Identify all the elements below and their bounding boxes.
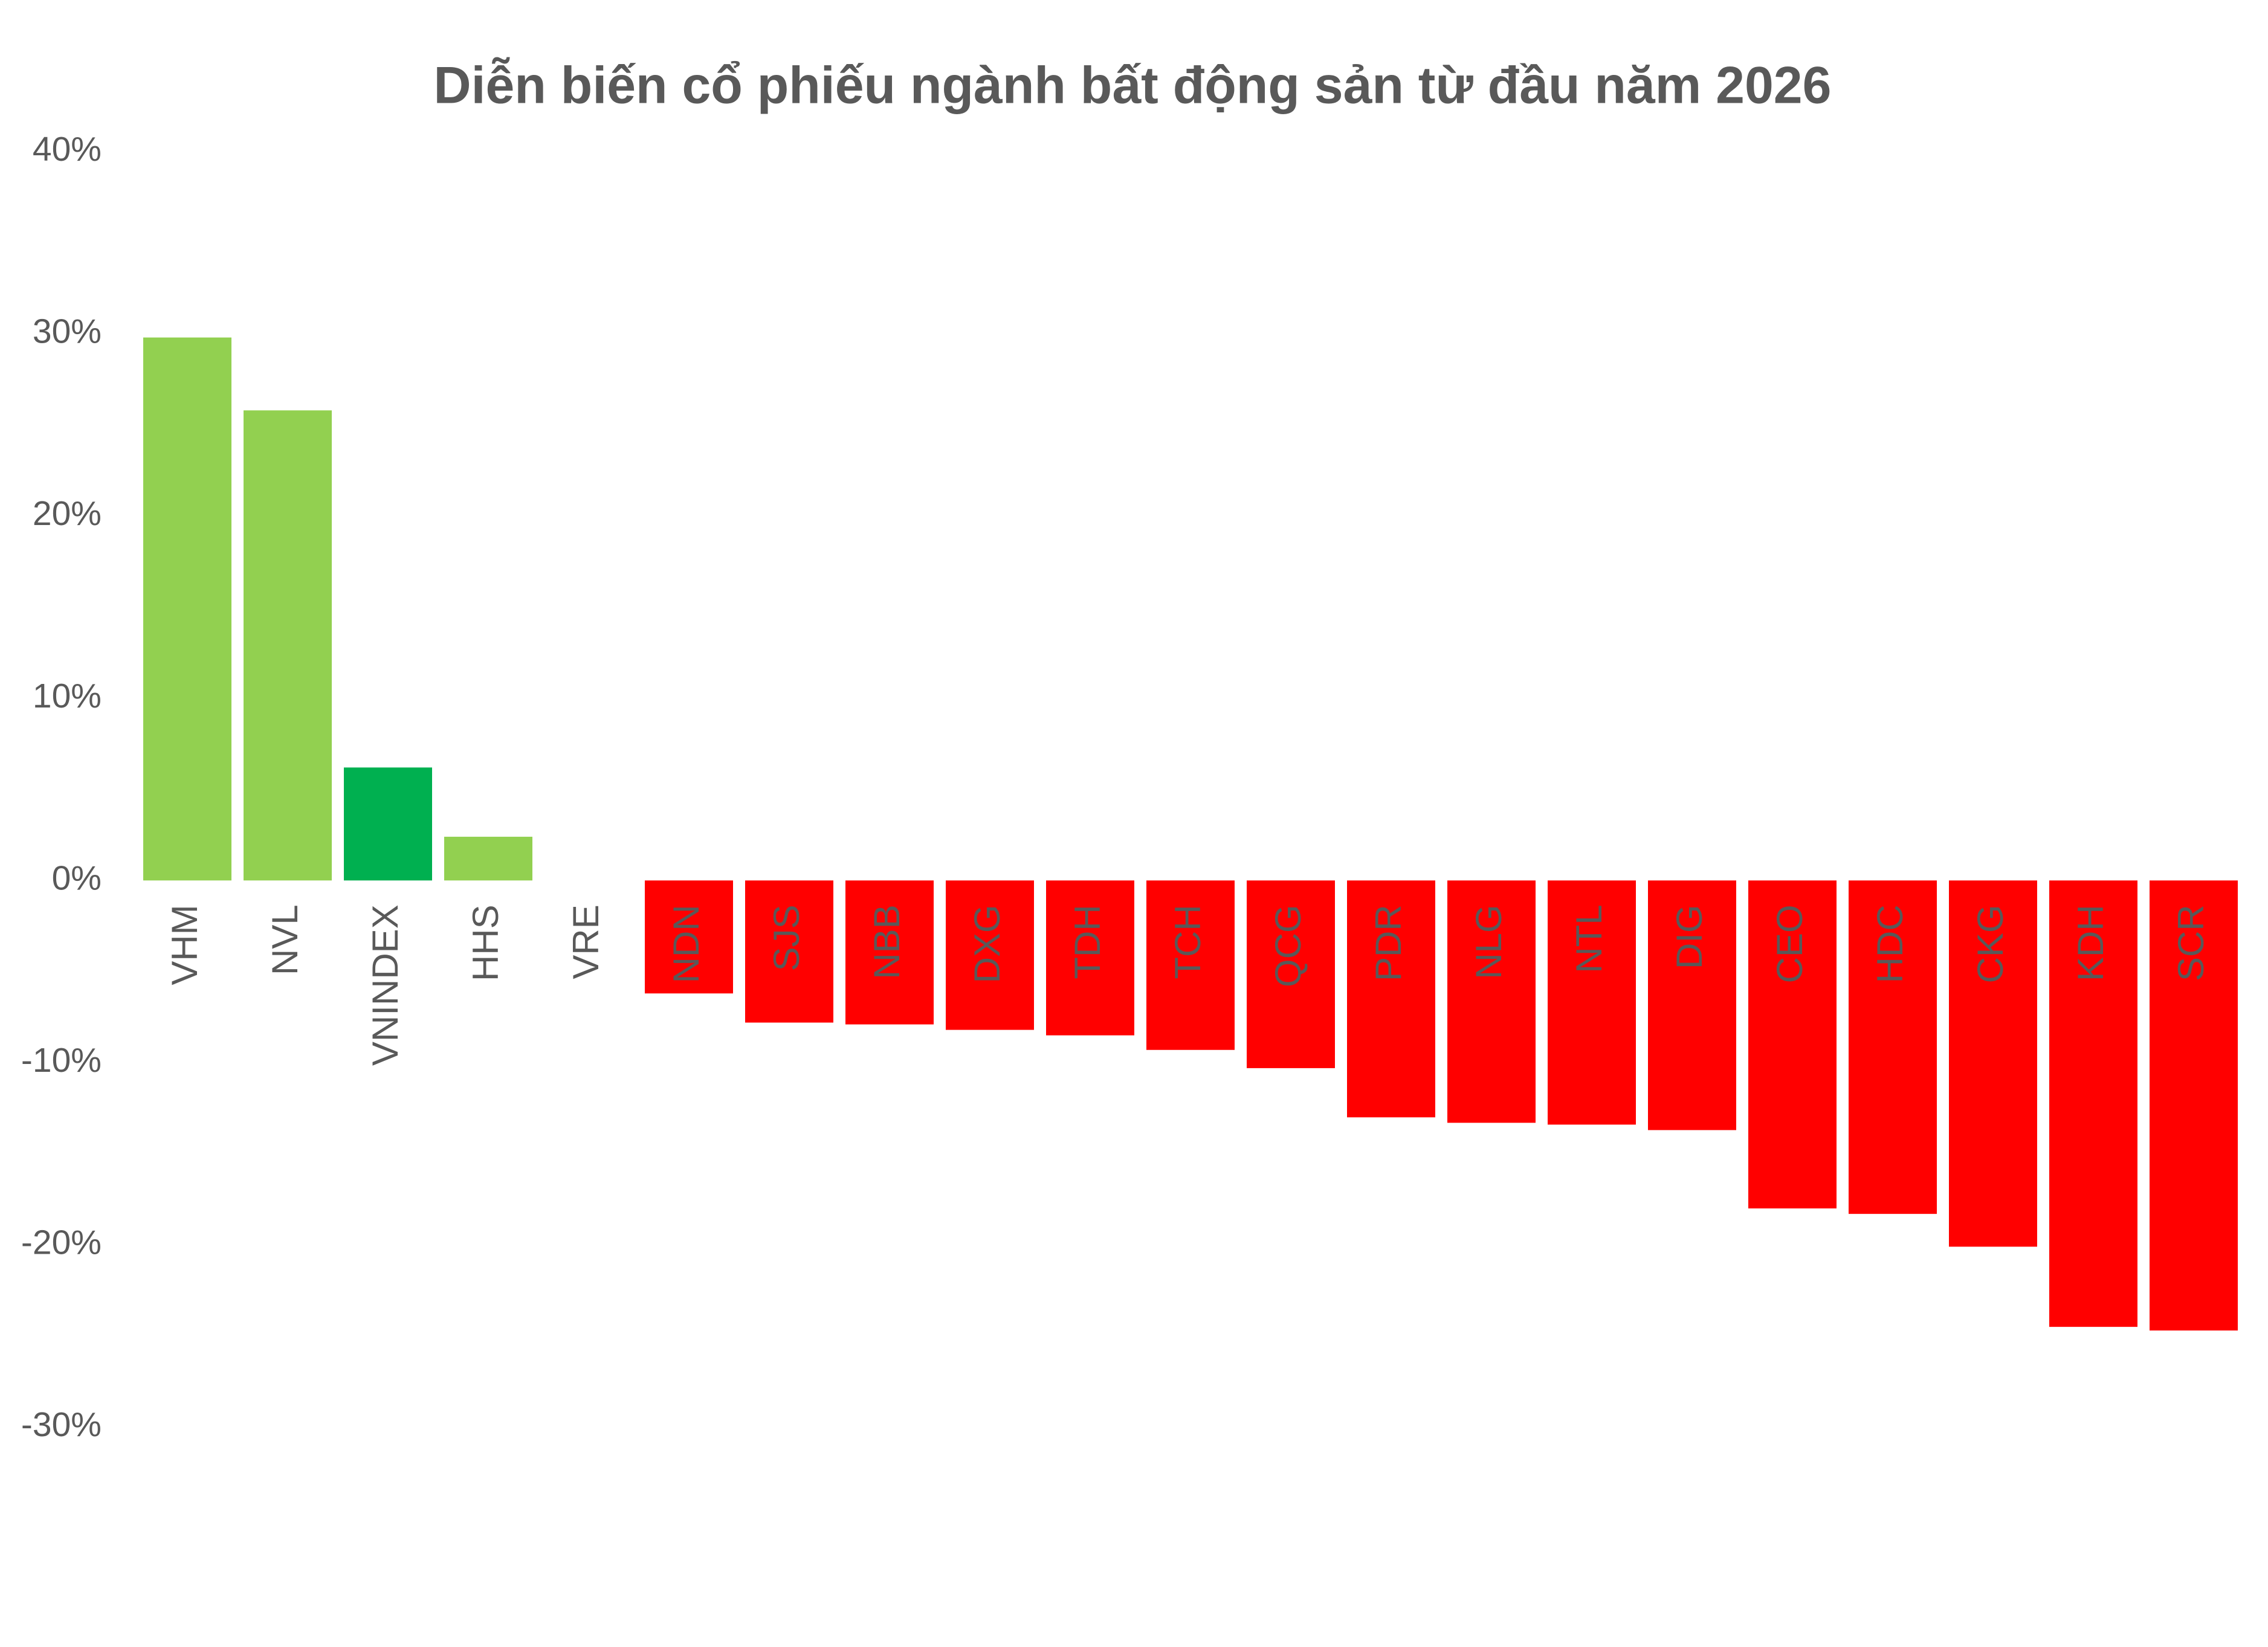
y-tick-label: 20%: [33, 494, 102, 533]
x-tick-label: CEO: [1769, 904, 1810, 983]
x-tick-label: DXG: [967, 904, 1007, 983]
bar: [1447, 880, 1536, 1123]
x-tick-label: SJS: [766, 904, 807, 971]
bar: [1146, 880, 1235, 1050]
bar: [1347, 880, 1435, 1118]
bar: [946, 880, 1034, 1030]
x-tick-label: VNINDEX: [365, 904, 405, 1066]
bar: [244, 410, 332, 881]
x-tick-label: NBB: [867, 904, 907, 979]
y-tick-label: -30%: [21, 1405, 102, 1444]
bar: [1748, 880, 1837, 1209]
x-tick-label: TDH: [1067, 904, 1108, 979]
x-tick-label: NDN: [666, 904, 706, 983]
x-tick-label: DIG: [1669, 904, 1710, 969]
bar: [2049, 880, 2137, 1327]
y-tick-label: 0%: [52, 859, 102, 897]
x-tick-label: SCR: [2171, 904, 2211, 981]
y-tick-label: 40%: [33, 130, 102, 169]
x-tick-label: QCG: [1268, 904, 1308, 987]
x-tick-label: TCH: [1168, 904, 1208, 979]
x-tick-label: NTL: [1569, 904, 1609, 973]
x-tick-label: KDH: [2070, 904, 2111, 981]
bar: [1548, 880, 1636, 1125]
y-tick-label: 10%: [33, 677, 102, 715]
bar: [143, 337, 231, 881]
y-tick-label: 30%: [33, 312, 102, 351]
x-tick-label: VRE: [566, 904, 606, 979]
bar: [444, 836, 532, 881]
chart-title: Diễn biến cổ phiếu ngành bất động sản từ…: [434, 57, 1832, 115]
x-tick-label: PDR: [1368, 904, 1409, 981]
x-tick-label: HHS: [465, 904, 506, 981]
bar: [745, 880, 833, 1023]
bar: [845, 880, 934, 1025]
x-tick-label: HDC: [1870, 904, 1910, 983]
bar: [1849, 880, 1937, 1214]
bar: [1046, 880, 1134, 1036]
x-tick-label: CKG: [1970, 904, 2011, 983]
x-tick-label: NVL: [265, 904, 305, 975]
x-tick-label: NLG: [1468, 904, 1509, 979]
bar: [645, 880, 733, 994]
bar: [344, 767, 432, 881]
bar: [2150, 880, 2238, 1331]
bar: [1949, 880, 2037, 1247]
bar: [1648, 880, 1736, 1130]
y-tick-label: -20%: [21, 1223, 102, 1262]
x-tick-label: VHM: [164, 904, 205, 985]
y-tick-label: -10%: [21, 1041, 102, 1080]
bar: [1247, 880, 1335, 1068]
